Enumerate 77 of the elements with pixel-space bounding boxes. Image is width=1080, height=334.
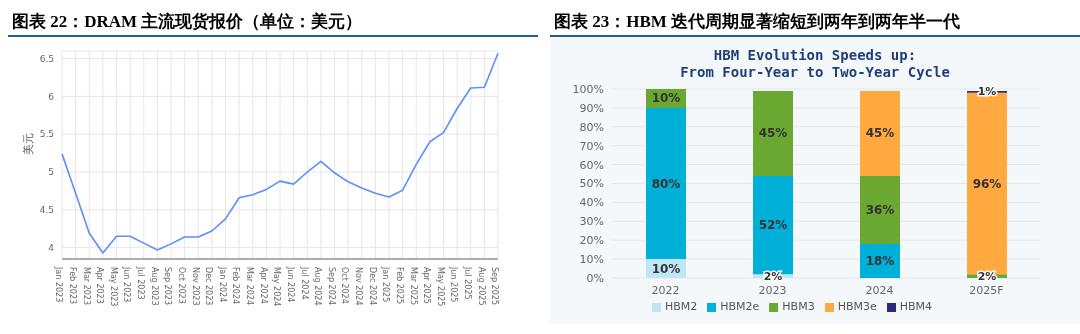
y-tick-label: 4.5 — [39, 205, 54, 216]
x-tick-label: Sep 2024 — [326, 267, 336, 305]
legend-label: HBM2 — [664, 300, 698, 313]
data-label: 45% — [865, 126, 895, 141]
x-tick-label: 2023 — [758, 283, 787, 297]
y-tick-label: 4 — [48, 242, 55, 253]
y-tick-label: 6.5 — [39, 53, 54, 64]
x-tick-label: Apr 2024 — [258, 267, 268, 304]
legend-label: HBM2e — [720, 300, 760, 313]
bar — [860, 90, 900, 176]
x-tick-label: Sep 2023 — [163, 267, 173, 305]
x-tick-label: Jan 2024 — [217, 266, 227, 303]
data-label: 96% — [972, 176, 1002, 191]
x-tick-label: Dec 2024 — [367, 267, 377, 306]
x-tick-label: Oct 2024 — [340, 267, 350, 304]
x-tick-label: Jun 2025 — [449, 266, 459, 303]
x-tick-label: 2022 — [651, 283, 680, 297]
x-tick-label: Jun 2024 — [285, 266, 295, 303]
x-tick-label: Apr 2023 — [95, 267, 105, 304]
y-tick-label: 40% — [579, 196, 604, 210]
x-tick-label: Feb 2024 — [231, 267, 241, 305]
x-tick-label: 2025F — [969, 283, 1004, 297]
x-tick-label: May 2025 — [435, 267, 445, 307]
x-tick-label: Nov 2023 — [190, 267, 200, 306]
x-tick-label: Mar 2025 — [408, 267, 418, 305]
y-tick-label: 90% — [579, 101, 604, 115]
y-tick-label: 6 — [48, 91, 55, 102]
x-tick-label: Oct 2023 — [176, 267, 186, 304]
x-tick-label: Jan 2025 — [381, 266, 391, 303]
bar — [753, 90, 793, 176]
y-tick-label: 20% — [579, 234, 604, 248]
data-label: 10% — [651, 91, 681, 106]
y-tick-label: 70% — [579, 139, 604, 153]
x-tick-label: Feb 2023 — [67, 267, 77, 305]
x-tick-label: Aug 2025 — [476, 267, 486, 306]
data-label: 36% — [865, 202, 895, 217]
bar — [860, 175, 900, 244]
data-label: 80% — [651, 176, 681, 191]
x-tick-label: Mar 2024 — [245, 267, 255, 305]
legend-label: HBM4 — [899, 300, 933, 313]
y-tick-label: 100% — [572, 82, 604, 96]
bar — [646, 107, 686, 260]
x-tick-label: Dec 2023 — [204, 267, 214, 306]
data-label: 1% — [977, 85, 997, 99]
y-axis-title: 美元 — [21, 133, 35, 155]
x-tick-label: Jun 2023 — [122, 266, 132, 303]
x-tick-label: Jul 2024 — [299, 266, 309, 300]
x-tick-label: Aug 2024 — [313, 267, 323, 306]
chart-subtitle: HBM Evolution Speeds up: From Four-Year to Two-Year Cycle — [679, 47, 951, 81]
x-tick-label: Feb 2025 — [394, 267, 404, 305]
x-tick-label: Aug 2023 — [149, 267, 159, 306]
y-tick-label: 60% — [579, 158, 604, 172]
y-tick-label: 50% — [579, 177, 604, 191]
y-tick-label: 30% — [579, 215, 604, 229]
data-label: 18% — [865, 253, 895, 268]
x-tick-label: Jul 2023 — [136, 266, 146, 300]
x-tick-label: Apr 2025 — [422, 267, 432, 304]
y-tick-label: 5.5 — [39, 129, 54, 140]
chart-title: 图表 22：DRAM 主流现货报价（单位：美元） — [8, 8, 538, 37]
data-label: 45% — [758, 126, 788, 141]
x-tick-label: Jul 2025 — [463, 266, 473, 300]
data-label: 52% — [758, 218, 788, 233]
legend-label: HBM3e — [837, 300, 877, 313]
legend-label: HBM3 — [782, 300, 815, 313]
x-tick-label: May 2023 — [108, 267, 118, 307]
y-tick-label: 5 — [48, 167, 54, 178]
chart-title: 图表 23：HBM 迭代周期显著缩短到两年到两年半一代 — [550, 8, 1080, 37]
y-tick-label: 10% — [579, 253, 604, 267]
x-tick-label: Jan 2023 — [54, 266, 64, 303]
x-tick-label: Sep 2025 — [490, 267, 500, 305]
y-tick-label: 0% — [586, 271, 604, 285]
x-tick-label: 2024 — [865, 283, 894, 297]
x-tick-label: May 2024 — [272, 267, 282, 307]
x-tick-label: Mar 2023 — [81, 267, 91, 305]
y-tick-label: 80% — [579, 120, 604, 134]
x-tick-label: Nov 2024 — [354, 267, 364, 306]
data-label: 10% — [651, 261, 681, 276]
